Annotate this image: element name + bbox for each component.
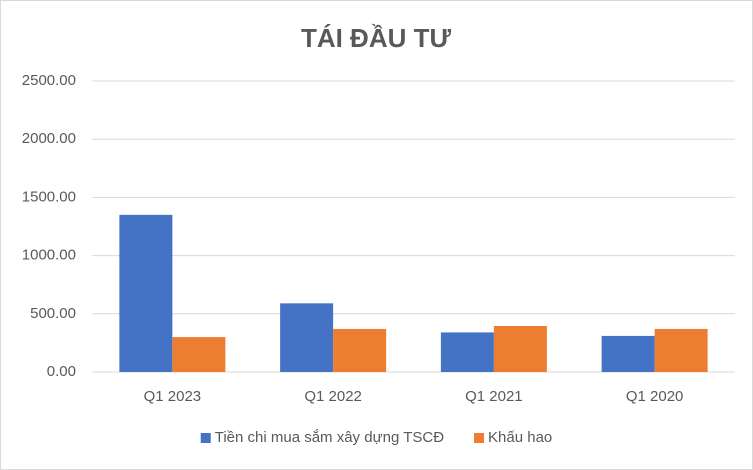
chart-title: TÁI ĐẦU TƯ <box>301 23 452 53</box>
bar <box>440 332 494 372</box>
bar <box>493 326 547 372</box>
legend-label: Khấu hao <box>488 429 552 446</box>
bar <box>280 303 334 372</box>
x-tick-label: Q1 2022 <box>304 388 362 405</box>
x-tick-label: Q1 2020 <box>626 388 684 405</box>
legend-swatch <box>474 433 485 443</box>
y-tick-label: 0.00 <box>47 363 76 380</box>
y-tick-label: 500.00 <box>30 305 76 322</box>
bar <box>172 337 226 372</box>
y-tick-label: 1500.00 <box>22 188 76 205</box>
x-tick-label: Q1 2021 <box>465 388 523 405</box>
y-tick-label: 1000.00 <box>22 247 76 264</box>
x-tick-label: Q1 2023 <box>144 388 202 405</box>
bar <box>333 328 387 372</box>
bar <box>119 214 173 372</box>
y-tick-label: 2500.00 <box>22 72 76 89</box>
legend-label: Tiền chi mua sắm xây dựng TSCĐ <box>215 429 444 446</box>
bar <box>654 328 708 372</box>
bar <box>601 335 655 372</box>
legend-swatch <box>200 433 211 443</box>
y-tick-label: 2000.00 <box>22 130 76 147</box>
